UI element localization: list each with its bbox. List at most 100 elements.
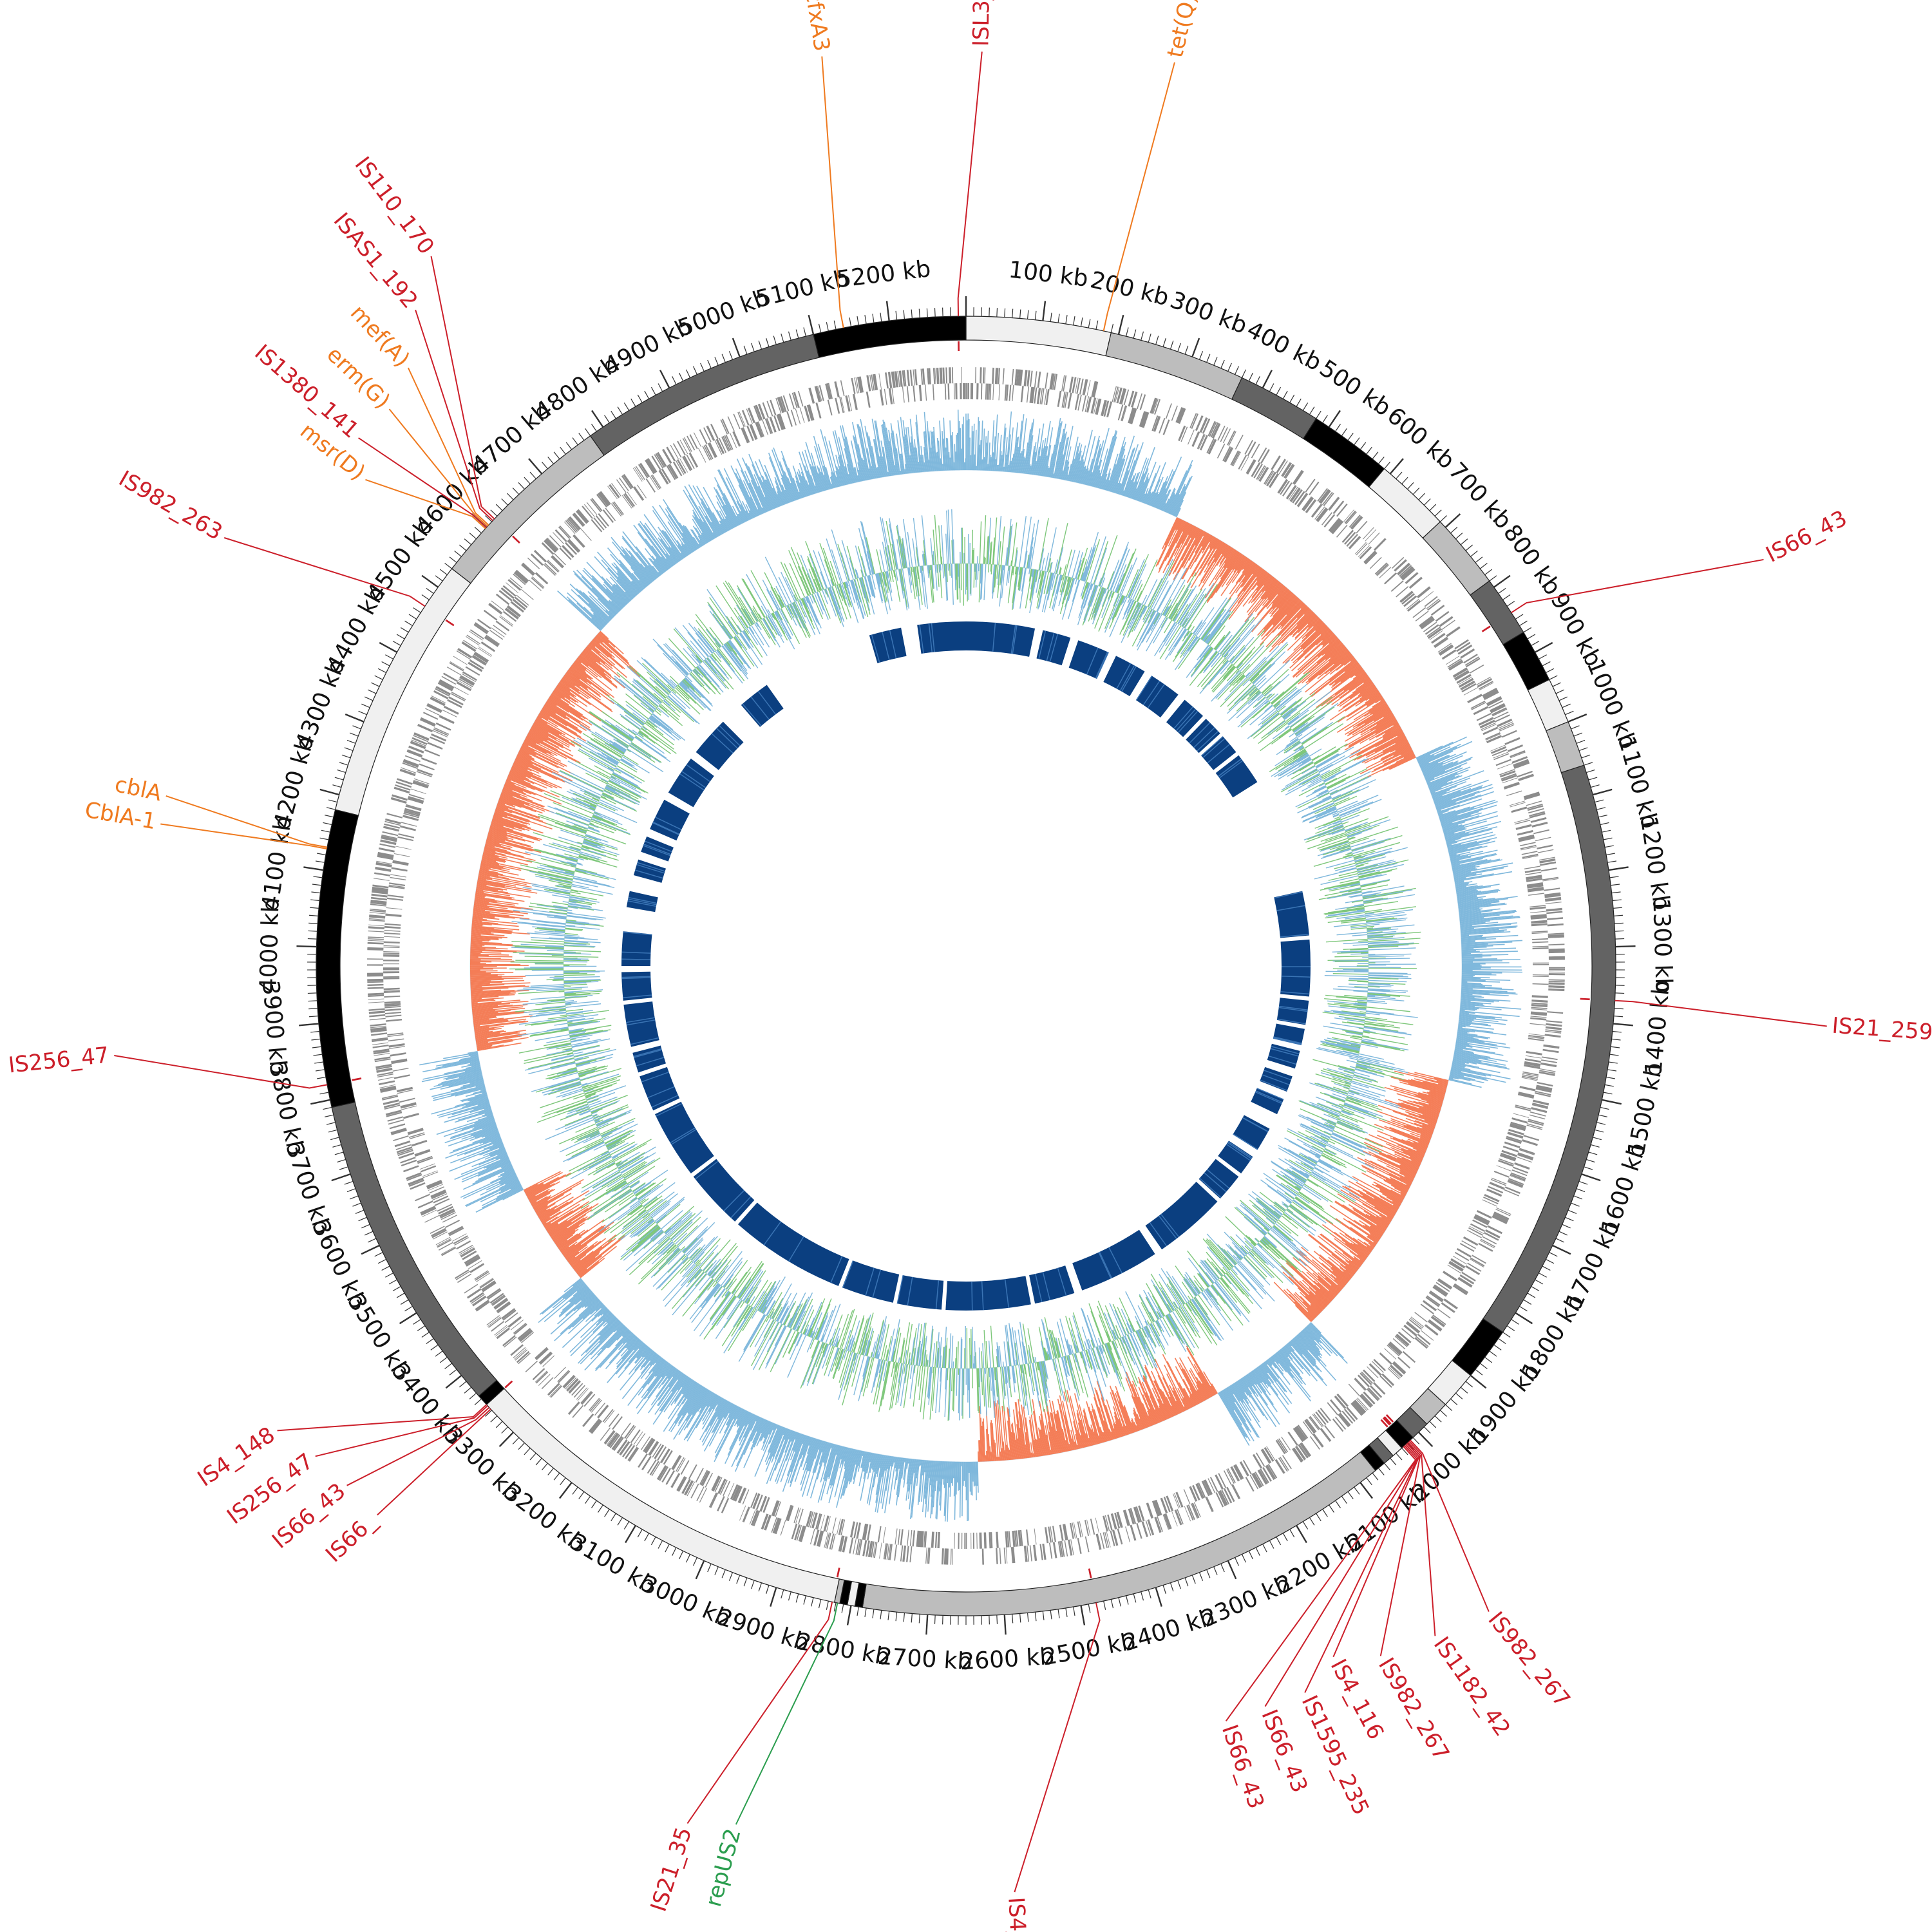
cds-feature <box>1387 1343 1401 1356</box>
gc-skew-bar <box>740 511 746 522</box>
gc-skew-bar <box>1459 1011 1475 1014</box>
gc-skew-bar <box>471 936 499 940</box>
cds-feature <box>382 1095 399 1101</box>
gc-skew-bar <box>467 1062 480 1066</box>
gc-skew-bar <box>1166 1397 1176 1416</box>
cds-feature <box>438 1206 453 1215</box>
gc-skew-bar <box>1424 757 1473 778</box>
cds-feature <box>1251 462 1261 477</box>
cds-feature <box>961 367 962 384</box>
gc-skew-bar <box>1095 1390 1113 1441</box>
gc-skew-bar <box>1349 1192 1393 1220</box>
cds-feature <box>1526 875 1542 879</box>
gc-skew-bar <box>1459 1015 1508 1021</box>
cds-feature <box>1406 598 1419 610</box>
gc-skew-bar <box>1285 1260 1332 1302</box>
gc-skew-bar <box>474 1030 489 1034</box>
gc-skew-bar <box>1330 645 1345 659</box>
gc-skew-bar <box>1189 1369 1207 1401</box>
gc-skew-bar <box>1413 1142 1428 1149</box>
cds-feature <box>482 1282 497 1293</box>
gc-skew-bar <box>588 643 600 654</box>
gc-skew-bar <box>1063 459 1068 480</box>
cds-feature <box>506 605 521 618</box>
gc-skew-bar <box>1448 840 1490 851</box>
gc-skew-bar <box>451 1103 490 1115</box>
gc-skew-bar <box>853 1450 862 1484</box>
gc-skew-bar <box>630 567 648 587</box>
gc-skew-bar <box>1402 1101 1440 1114</box>
cds-feature <box>1110 1513 1116 1530</box>
gc-skew-bar <box>472 916 483 920</box>
cds-feature <box>1488 1186 1504 1194</box>
gc-skew-bar <box>1366 745 1411 769</box>
gc-skew-bar <box>599 1320 620 1341</box>
gc-skew-bar <box>1157 488 1167 509</box>
cds-feature <box>1508 1178 1524 1186</box>
gc-skew-bar <box>1294 615 1318 639</box>
cds-feature <box>1129 408 1136 424</box>
gc-skew-bar <box>1198 540 1221 576</box>
gc-skew-bar <box>774 1429 791 1471</box>
gc-skew-bar <box>1461 934 1483 938</box>
cds-feature <box>403 813 419 819</box>
cds-feature <box>510 1344 524 1356</box>
gc-skew-bar <box>1446 844 1452 847</box>
gc-skew-bar <box>1026 419 1035 474</box>
gc-skew-bar <box>886 1456 892 1491</box>
cds-feature <box>375 867 392 872</box>
gc-skew-bar <box>1305 620 1323 637</box>
gc-skew-bar <box>460 1093 488 1102</box>
gc-skew-bar <box>1243 559 1251 570</box>
gc-skew-bar <box>1261 598 1300 640</box>
gc-skew-bar <box>1385 1119 1432 1138</box>
gc-skew-bar <box>616 1323 623 1331</box>
gc-skew-bar <box>473 913 515 919</box>
cds-feature <box>1257 447 1267 462</box>
gc-skew-bar <box>448 1128 498 1147</box>
gc-skew-bar <box>1224 1388 1252 1433</box>
gc-skew-bar <box>1340 666 1361 683</box>
gc-skew-bar <box>1087 440 1101 486</box>
cds-feature <box>431 696 446 704</box>
cds-feature <box>431 1229 447 1238</box>
cds-feature <box>823 1515 829 1532</box>
gc-skew-bar <box>688 495 715 539</box>
gc-skew-bar <box>475 893 525 902</box>
cds-feature <box>1408 1318 1423 1330</box>
cds-feature <box>902 386 905 403</box>
cds-feature <box>1454 1283 1469 1294</box>
gc-skew-bar <box>471 989 515 994</box>
gc-skew-bar <box>630 556 653 583</box>
gc-skew-bar <box>930 1461 934 1497</box>
gc-skew-bar <box>533 1200 548 1209</box>
gc-skew-bar <box>596 1311 611 1326</box>
cds-feature <box>668 464 679 478</box>
gc-skew-bar <box>526 1177 560 1195</box>
gc-skew-bar <box>498 799 514 806</box>
cds-feature <box>856 1522 861 1539</box>
gc-skew-bar <box>1456 1037 1485 1043</box>
cds-feature <box>1292 1448 1303 1463</box>
cds-feature <box>1452 1255 1467 1265</box>
gc-skew-bar <box>556 1239 568 1247</box>
cds-feature <box>1518 775 1534 781</box>
cds-feature <box>1261 1448 1272 1464</box>
gc-skew-bar <box>1175 518 1182 531</box>
gc-skew-bar <box>1461 980 1501 983</box>
gc-skew-bar <box>1196 1381 1208 1400</box>
cds-feature <box>1296 493 1308 507</box>
gc-skew-bar <box>1461 992 1509 996</box>
gc-skew-bar <box>433 1086 486 1101</box>
cds-feature <box>489 629 504 640</box>
gc-skew-bar <box>477 880 506 886</box>
gc-skew-bar <box>1293 637 1338 678</box>
gc-skew-bar <box>1030 1442 1034 1458</box>
cds-feature <box>1209 1477 1218 1492</box>
cds-feature <box>379 1080 395 1086</box>
cds-feature <box>384 1104 401 1110</box>
gc-skew-bar <box>1091 440 1104 487</box>
gc-skew-bar <box>1461 983 1483 985</box>
gc-skew-bar <box>1015 447 1019 473</box>
gc-skew-bar <box>535 1193 565 1212</box>
